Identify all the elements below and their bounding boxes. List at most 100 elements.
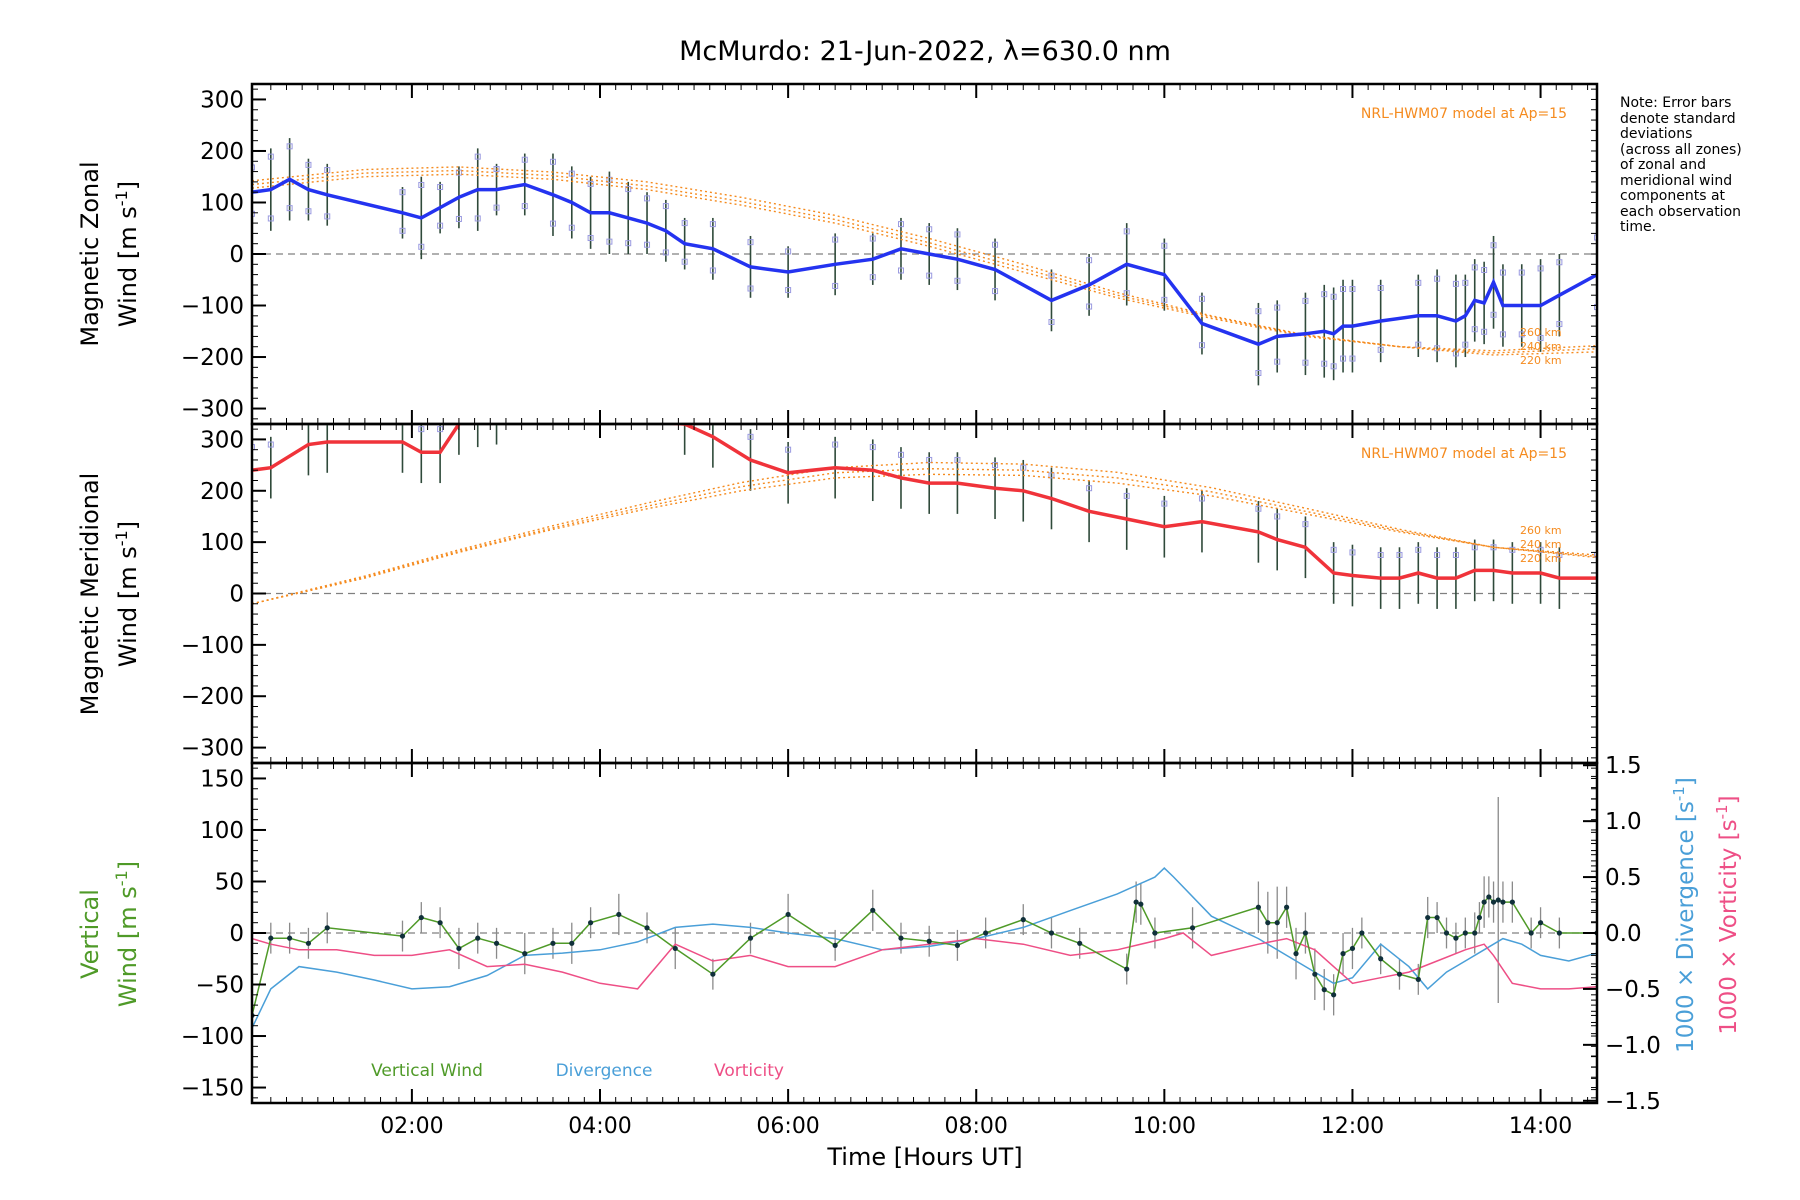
zone-point (785, 248, 792, 255)
zone-point (568, 224, 575, 231)
model-altitude-label: 240 km (1520, 538, 1562, 551)
zone-point (587, 180, 594, 187)
zone-point (1302, 359, 1309, 366)
vertical-wind-point (1359, 930, 1365, 936)
zone-point (437, 222, 444, 229)
y-tick-label: −100 (181, 1024, 244, 1050)
vertical-wind-point (983, 930, 989, 936)
vertical-wind-point (1528, 930, 1534, 936)
vertical-wind-point (399, 933, 406, 939)
bracket: ] (114, 861, 142, 870)
x-tick-label: 10:00 (1133, 1114, 1196, 1139)
zone-point (1161, 500, 1168, 507)
zone-point (324, 167, 331, 174)
legend-item: Vorticity (714, 1061, 784, 1081)
vertical-wind-point (287, 935, 293, 941)
zone-point (1537, 265, 1544, 272)
superscript: -1 (1670, 786, 1688, 801)
zone-point (785, 446, 792, 453)
note-line: each observation (1620, 203, 1742, 220)
vertical-wind-point (1476, 914, 1483, 921)
vertical-wind-point (588, 920, 594, 926)
zone-point (1518, 331, 1525, 338)
note-line: meridional wind (1620, 172, 1733, 189)
vertical-wind-point (1472, 930, 1478, 936)
vertical-wind-point (1265, 920, 1271, 926)
zone-point (681, 258, 688, 265)
zone-point (709, 221, 716, 228)
zone-point (1377, 551, 1384, 558)
zone-point (1415, 279, 1422, 286)
zone-point (1048, 319, 1055, 325)
zone-point (1349, 355, 1356, 362)
y-tick-label: 300 (200, 87, 244, 113)
y-tick-label: −150 (181, 1076, 244, 1102)
zone-point (1499, 269, 1506, 276)
vertical-wind-point (1321, 987, 1327, 993)
y-axis-label: Wind [m s-1] (112, 181, 142, 327)
vertical-wind-point (493, 940, 500, 946)
zonal-plot-area (252, 138, 1597, 386)
y-tick-label: −0.5 (1605, 977, 1661, 1003)
x-tick-label: 14:00 (1509, 1114, 1572, 1139)
zone-point (252, 444, 255, 451)
zone-point (926, 226, 933, 233)
vertical-wind-point (418, 914, 424, 921)
zone-point (455, 169, 462, 176)
zone-point (1349, 549, 1356, 556)
vertical-wind-point (1293, 951, 1299, 957)
zone-point (286, 205, 293, 212)
vertical-wind-point (832, 942, 838, 948)
zone-point (1321, 360, 1328, 367)
zone-point (1123, 228, 1130, 235)
y-tick-label: −200 (181, 684, 244, 710)
y-tick-label: 0 (229, 242, 244, 268)
model-label: NRL-HWM07 model at Ap=15 (1361, 446, 1567, 462)
zone-point (644, 195, 651, 202)
note-line: of zonal and (1620, 157, 1706, 173)
zone-point (1377, 346, 1384, 353)
zone-point (897, 451, 904, 458)
zone-point (1198, 342, 1205, 349)
model-line (252, 467, 1597, 605)
zone-point (1518, 269, 1525, 276)
vertical-wind-point (672, 945, 678, 952)
vertical-wind-point (1500, 899, 1506, 905)
zone-point (1490, 311, 1497, 318)
y-axis-label: Vertical (76, 889, 104, 979)
superscript: -1 (112, 530, 131, 546)
vertical-wind-point (324, 925, 330, 931)
y-axis-label: Wind [m s-1] (112, 521, 142, 667)
zone-point (1123, 290, 1130, 297)
divergence-line (252, 867, 1597, 1029)
vertical-wind-point (710, 971, 716, 977)
zone-point (897, 267, 904, 274)
vorticity-line (252, 932, 1597, 990)
zone-point (992, 288, 999, 295)
y-tick-label: 100 (200, 190, 244, 216)
zone-point (1556, 321, 1563, 328)
zone-point (400, 416, 405, 421)
zone-point (305, 161, 312, 168)
zone-point (474, 153, 481, 160)
vertical-wind-point (926, 938, 932, 944)
zone-point (399, 189, 406, 196)
vertical-wind-point (1443, 930, 1450, 936)
y-tick-label: 200 (200, 479, 244, 505)
zone-point (549, 158, 556, 165)
y-tick-label: 300 (200, 427, 244, 453)
x-tick-label: 06:00 (756, 1114, 819, 1139)
superscript: -1 (112, 870, 131, 886)
zone-point (267, 153, 274, 160)
vertical-wind-point (1556, 930, 1562, 936)
zone-point (1462, 341, 1469, 348)
zone-point (785, 287, 792, 294)
y-tick-label: −100 (181, 633, 244, 659)
y-tick-label: 100 (200, 818, 244, 844)
zone-point (1481, 266, 1488, 273)
vertical-wind-point (1133, 899, 1139, 905)
zone-point (1462, 279, 1469, 286)
